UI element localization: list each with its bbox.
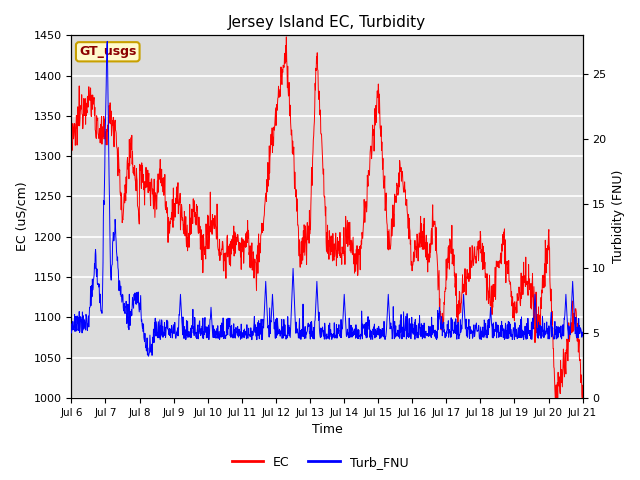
Title: Jersey Island EC, Turbidity: Jersey Island EC, Turbidity xyxy=(228,15,426,30)
Text: GT_usgs: GT_usgs xyxy=(79,45,136,58)
X-axis label: Time: Time xyxy=(312,423,342,436)
Legend: EC, Turb_FNU: EC, Turb_FNU xyxy=(227,451,413,474)
Y-axis label: EC (uS/cm): EC (uS/cm) xyxy=(15,182,28,252)
Y-axis label: Turbidity (FNU): Turbidity (FNU) xyxy=(612,170,625,264)
